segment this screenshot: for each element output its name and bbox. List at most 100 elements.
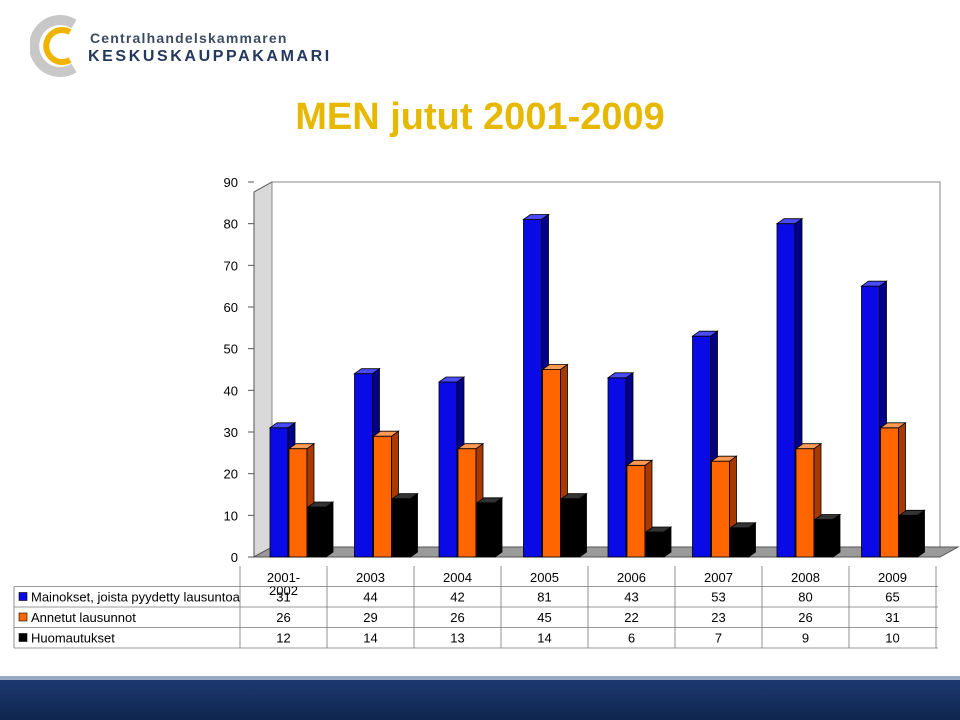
logo: Centralhandelskammaren KESKUSKAUPPAKAMAR… (30, 14, 350, 78)
footer-band (0, 680, 960, 720)
legend-series-name: Annetut lausunnot (31, 610, 136, 625)
bar-side (325, 501, 334, 558)
bar (269, 427, 289, 558)
bar-side (410, 492, 418, 558)
side-wall (253, 181, 273, 558)
bar-top (541, 364, 569, 370)
bar (288, 448, 308, 558)
bar (861, 285, 880, 558)
legend-swatch (18, 612, 28, 622)
y-tick-label: 50 (224, 342, 238, 357)
bar (373, 435, 392, 558)
table-value: 7 (715, 631, 722, 646)
logo-text-finnish: KESKUSKAUPPAKAMARI (88, 48, 332, 65)
bar (795, 448, 815, 558)
bar (392, 498, 411, 558)
bar-top (475, 497, 504, 504)
table-value: 65 (885, 590, 899, 605)
bar (307, 506, 327, 558)
table-value: 14 (537, 631, 551, 646)
table-value: 42 (450, 590, 464, 605)
bar-side (494, 497, 503, 558)
bar (561, 498, 580, 558)
bar-top (775, 218, 804, 225)
category-label: 2004 (443, 570, 472, 585)
bar (476, 502, 496, 558)
bar-top (729, 522, 757, 529)
table-value: 10 (885, 631, 899, 646)
y-tick-label: 20 (224, 467, 238, 482)
y-tick-label: 90 (224, 175, 238, 190)
category-label: 2001- (267, 570, 300, 585)
bar-top (522, 214, 550, 220)
category-label: 2008 (791, 570, 820, 585)
bar-top (353, 368, 381, 375)
bar-side (748, 522, 756, 558)
legend-series-name: Mainokset, joista pyydetty lausuntoa (31, 590, 241, 605)
table-value: 26 (276, 610, 290, 625)
bar-top (691, 330, 719, 337)
table-value: 14 (363, 631, 377, 646)
bar-top (372, 430, 400, 437)
logo-text-swedish: Centralhandelskammaren (90, 30, 288, 46)
table-value: 13 (450, 631, 464, 646)
bar-top (898, 509, 926, 516)
table-value: 80 (798, 590, 812, 605)
chart-title: MEN jutut 2001-2009 (295, 96, 665, 138)
logo-c-icon (30, 15, 77, 77)
table-value: 81 (537, 590, 551, 605)
bar-top (710, 455, 738, 462)
bar (880, 427, 899, 558)
bar (607, 377, 627, 558)
table-value: 9 (802, 631, 809, 646)
bar-top (268, 422, 297, 429)
y-tick-label: 40 (224, 383, 238, 398)
bar (354, 373, 373, 558)
category-label: 2009 (878, 570, 907, 585)
bar (457, 448, 477, 558)
bar (692, 335, 711, 558)
bar-side (917, 509, 925, 558)
legend-series-name: Huomautukset (31, 631, 115, 646)
table-value: 29 (363, 610, 377, 625)
table-value: 23 (711, 610, 725, 625)
y-tick-label: 10 (224, 508, 238, 523)
bar-top (625, 459, 654, 466)
bar-top (560, 493, 588, 500)
table-value: 6 (628, 631, 635, 646)
bar (626, 464, 646, 558)
legend-swatch (18, 592, 28, 601)
table-value: 31 (885, 610, 899, 625)
bar-top (644, 526, 673, 533)
legend-swatch (18, 633, 28, 642)
bar (542, 369, 561, 558)
bar-side (832, 513, 841, 558)
bar-top (287, 443, 316, 450)
bar-top (606, 372, 635, 379)
bar-top (794, 443, 823, 450)
category-label: 2003 (356, 570, 385, 585)
bar (899, 514, 918, 558)
bar-top (456, 443, 485, 450)
category-label: 2006 (617, 570, 646, 585)
bar (523, 219, 542, 558)
category-label: 2005 (530, 570, 559, 585)
bar (438, 381, 458, 558)
table-value: 53 (711, 590, 725, 605)
category-label: 2007 (704, 570, 733, 585)
y-tick-label: 80 (224, 217, 238, 232)
table-value: 12 (276, 631, 290, 646)
table-value: 43 (624, 590, 638, 605)
bar-top (306, 501, 335, 508)
bar (814, 519, 834, 558)
y-tick-label: 70 (224, 258, 238, 273)
table-value: 22 (624, 610, 638, 625)
bar (776, 223, 796, 558)
y-tick-label: 60 (224, 300, 238, 315)
bar-top (391, 493, 419, 500)
bar-top (813, 514, 842, 520)
bar (645, 531, 665, 558)
bar-top (437, 376, 466, 383)
table-value: 26 (450, 610, 464, 625)
